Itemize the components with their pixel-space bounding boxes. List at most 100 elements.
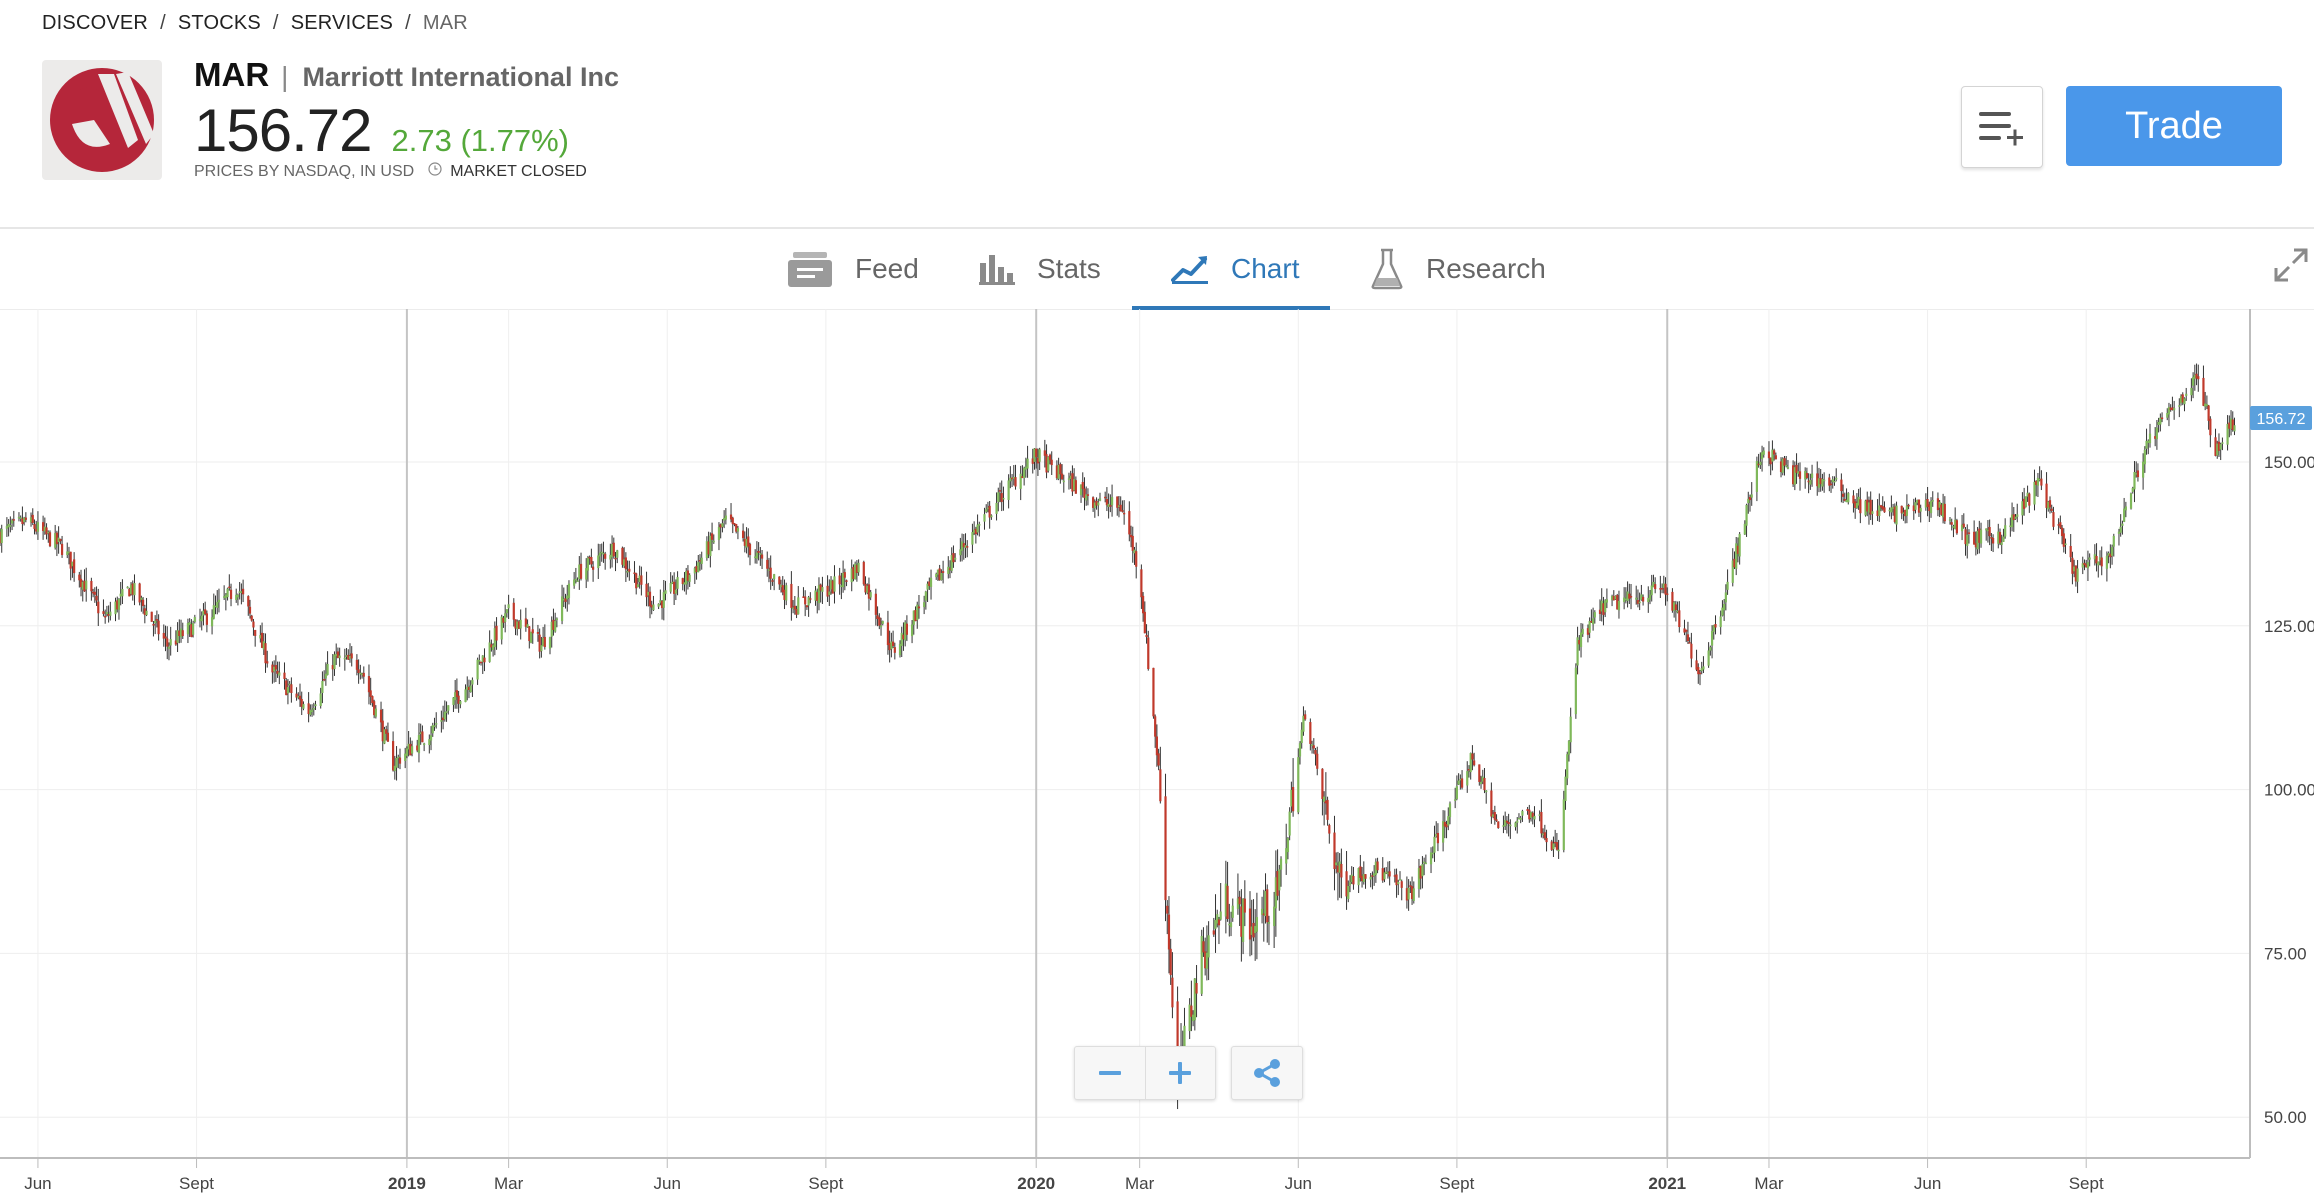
candle [2110,547,2114,556]
zoom-out-button[interactable] [1075,1047,1145,1099]
candle [1660,588,1664,590]
candle [976,524,979,533]
candle [1071,473,1074,492]
x-tick-label: Mar [1125,1174,1155,1193]
candle [236,594,240,598]
candle [940,572,943,581]
candle [2123,508,2126,522]
candle [2012,514,2015,521]
candle [1302,715,1305,732]
candle [1374,861,1377,875]
candle [1457,780,1460,785]
tab-stats[interactable]: Stats [979,229,1101,309]
breadcrumb-services[interactable]: SERVICES [290,12,394,34]
candle [1164,796,1167,901]
candle [295,693,298,698]
candle [1205,952,1208,969]
candle [1167,914,1171,950]
instrument-tabs: Feed Stats Chart Research [0,229,2314,310]
candle [1062,480,1065,483]
breadcrumb-stocks[interactable]: STOCKS [177,12,261,34]
candle [278,672,281,676]
candle [1092,497,1095,508]
candle [2124,506,2127,511]
candle [1736,545,1740,554]
candle [79,578,83,588]
candle [669,583,672,592]
minus-icon [1098,1071,1121,1075]
candle [1074,480,1077,494]
candle [490,644,493,648]
candle [1192,1014,1195,1022]
candle [2095,555,2098,564]
trade-button[interactable]: Trade [2066,86,2282,166]
candle [435,723,438,725]
candle [2219,444,2222,450]
candle [1373,873,1376,877]
candle [1883,507,1886,513]
expand-chart-button[interactable] [2274,248,2308,287]
candle [2024,496,2027,507]
candle [154,620,157,624]
candle [1574,667,1577,715]
candle [778,576,781,585]
candle [1023,468,1026,479]
candle [2160,417,2164,420]
candle [204,609,207,615]
candle [923,602,926,608]
candle [1097,502,1100,506]
candle [302,704,305,709]
candle [45,527,48,535]
candle [1586,628,1590,635]
candle [1526,808,1529,811]
candle [966,546,969,548]
candle [674,589,677,594]
candle [1554,841,1557,844]
share-chart-button[interactable] [1231,1046,1303,1100]
candle [1809,479,1812,485]
candle [588,556,591,559]
candle [71,561,74,567]
candle [543,636,546,648]
candle [2229,418,2233,429]
breadcrumb-discover[interactable]: DISCOVER [42,12,149,34]
candle [576,580,579,582]
candle [1485,790,1488,793]
candle [1324,800,1327,804]
add-to-watchlist-button[interactable] [1961,86,2043,168]
candle [624,557,627,570]
candle [1771,449,1774,462]
candle [186,623,190,635]
candle [1819,478,1822,485]
candle [1979,529,1983,544]
candle [1105,499,1108,506]
candle [250,615,253,621]
candle [948,568,952,571]
candle [2197,376,2200,380]
x-tick-label: Sept [808,1174,843,1193]
tab-chart[interactable]: Chart [1171,229,1299,309]
candle [829,580,833,590]
candle [2074,565,2077,582]
tab-research[interactable]: Research [1370,229,1546,309]
tab-feed[interactable]: Feed [787,229,919,309]
candle [723,517,726,521]
candle [2192,377,2195,386]
candle [614,557,617,560]
candle [2155,427,2158,440]
price-chart[interactable]: 150.00 125.00 100.00 75.00 50.00 Jun Sept 2019 M… [0,309,2314,1198]
candle [133,583,136,596]
candle [1952,526,1955,528]
company-name: Marriott International Inc [302,62,619,92]
zoom-in-button[interactable] [1144,1047,1216,1099]
candle [1767,451,1771,459]
candle [479,661,483,664]
candle [2036,477,2040,486]
candle [2100,557,2103,567]
candle [169,639,172,646]
x-tick-label: Jun [654,1174,681,1193]
candle [878,617,881,626]
candle [1143,611,1146,634]
candle [1614,595,1617,600]
candle [362,672,365,677]
